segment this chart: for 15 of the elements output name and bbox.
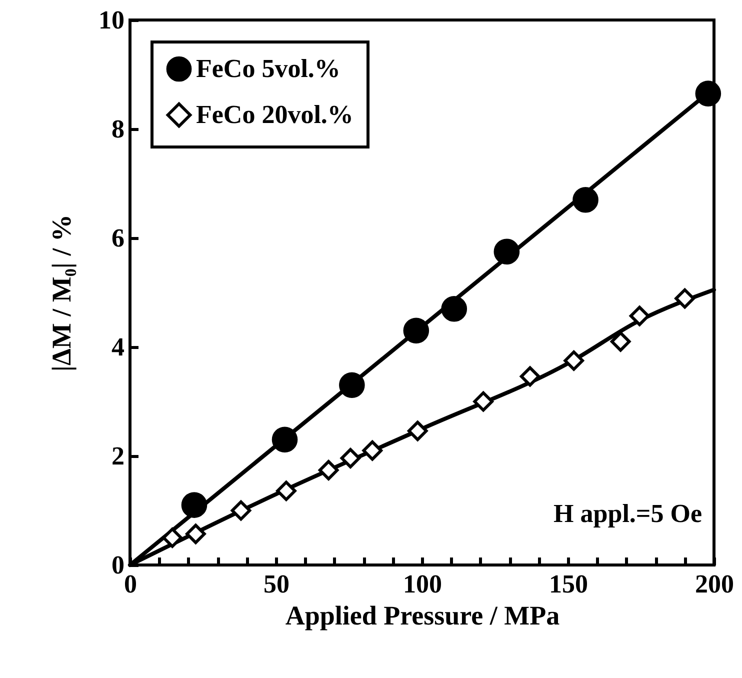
annotation: H appl.=5 Oe (554, 499, 702, 528)
x-tick-label: 200 (695, 570, 734, 598)
y-tick-label: 2 (112, 442, 124, 470)
y-tick-label: 8 (112, 114, 124, 144)
x-axis-title: Applied Pressure / MPa (285, 600, 560, 630)
y-tick-label: 10 (98, 6, 124, 34)
y-axis-title: |ΔM / M₀| / % (46, 214, 76, 372)
y-tick-label: 4 (112, 332, 124, 362)
x-tick-label: 150 (549, 570, 588, 598)
y-tick-label: 0 (112, 550, 124, 580)
y-tick-label: 6 (112, 224, 124, 252)
legend-label: FeCo 5vol.% (196, 54, 340, 83)
x-tick-label: 100 (403, 570, 442, 598)
x-tick-label: 50 (264, 570, 290, 598)
legend-label: FeCo 20vol.% (196, 100, 354, 129)
